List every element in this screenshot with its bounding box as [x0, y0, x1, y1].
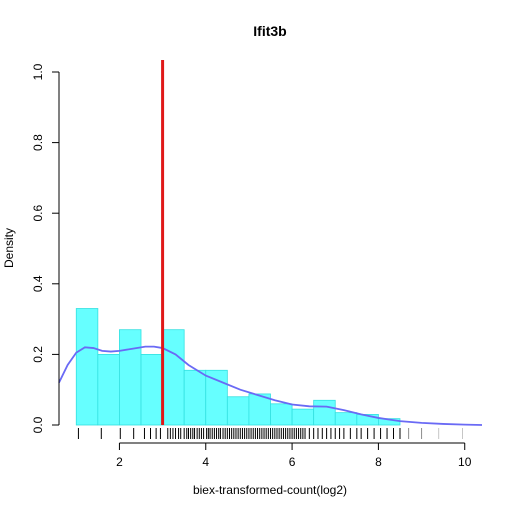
y-tick-label-5: 1.0: [31, 63, 45, 80]
y-axis-label: Density: [2, 228, 16, 268]
y-tick-label-0: 0.0: [31, 416, 45, 433]
y-tick-label-1: 0.2: [31, 346, 45, 363]
density-curve-group: [58, 345, 483, 426]
rug-plot: [77, 428, 463, 439]
y-tick-label-3: 0.6: [31, 205, 45, 222]
y-tick-label-4: 0.8: [31, 134, 45, 151]
histogram-bar-1: [97, 353, 120, 426]
histogram-bar-7: [226, 396, 250, 426]
histogram-bars: [75, 308, 401, 426]
histogram-bar-12: [334, 412, 358, 426]
histogram-bar-5: [183, 369, 207, 426]
histogram-bar-4: [162, 329, 185, 426]
histogram-bar-3: [140, 353, 163, 426]
histogram-bar-9: [270, 403, 293, 426]
x-tick-label-1: 4: [202, 455, 209, 469]
x-tick-label-2: 6: [289, 455, 296, 469]
x-axis-label: biex-transformed-count(log2): [193, 483, 347, 497]
histogram-bar-2: [119, 329, 142, 426]
density-curve: [58, 345, 483, 426]
histogram-bar-6: [205, 369, 228, 426]
x-tick-label-4: 10: [458, 455, 472, 469]
histogram-bar-0: [75, 308, 99, 426]
histogram-bar-11: [313, 399, 336, 426]
histogram-bar-10: [291, 408, 315, 426]
y-tick-label-2: 0.4: [31, 275, 45, 292]
x-tick-label-0: 2: [116, 455, 123, 469]
x-axis: 2 4 6 8 10: [116, 442, 472, 469]
y-axis: 0.0 0.2 0.4 0.6 0.8 1.0: [31, 63, 60, 433]
chart-title: Ifit3b: [253, 23, 286, 39]
x-tick-label-3: 8: [375, 455, 382, 469]
